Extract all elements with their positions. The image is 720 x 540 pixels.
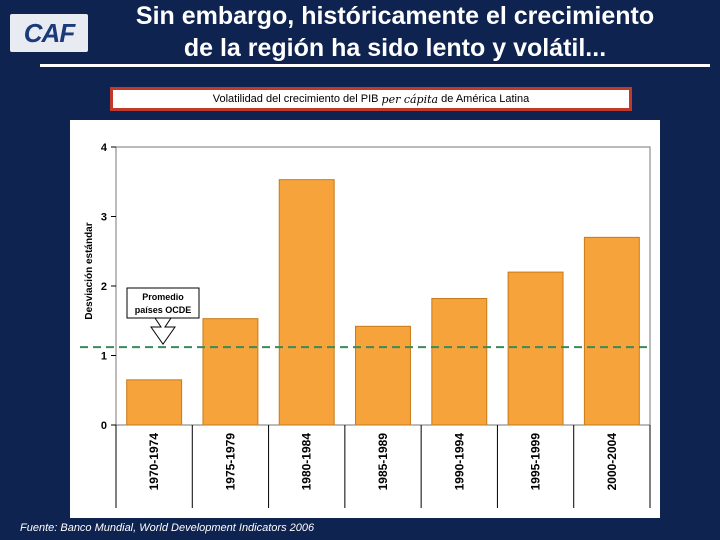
x-tick-label: 1970-1974 xyxy=(147,433,161,491)
y-tick-label: 3 xyxy=(101,212,107,224)
bar xyxy=(583,236,640,426)
bar xyxy=(431,298,488,426)
slide-title: Sin embargo, históricamente el crecimien… xyxy=(95,0,695,64)
bar xyxy=(278,179,335,426)
ocde-callout-box xyxy=(126,287,200,319)
y-tick-label: 1 xyxy=(101,351,107,363)
subtitle-suffix: de América Latina xyxy=(438,93,530,105)
ocde-callout-arrow xyxy=(150,317,176,346)
y-tick-label: 2 xyxy=(101,281,107,293)
bar xyxy=(507,271,564,426)
x-tick-label: 1975-1979 xyxy=(223,433,237,491)
title-line-2: de la región ha sido lento y volátil... xyxy=(183,34,607,62)
bar xyxy=(126,379,183,426)
bar xyxy=(202,318,259,426)
subtitle-prefix: Volatilidad del crecimiento del PIB xyxy=(212,93,382,105)
bar xyxy=(355,325,411,426)
x-tick-label: 1985-1989 xyxy=(376,433,390,491)
title-underline xyxy=(40,64,710,67)
chart-subtitle: Volatilidad del crecimiento del PIB per … xyxy=(110,87,632,111)
y-axis-label: Desviación estándar xyxy=(84,222,95,319)
x-tick-label: 1995-1999 xyxy=(529,433,543,491)
x-tick-label: 1990-1994 xyxy=(452,433,466,491)
ocde-label-line-2: países OCDE xyxy=(135,305,192,315)
y-tick-label: 4 xyxy=(101,142,108,154)
source-note: Fuente: Banco Mundial, World Development… xyxy=(20,522,315,534)
ocde-label-line-1: Promedio xyxy=(142,292,184,302)
caf-logo: CAF xyxy=(10,14,88,52)
subtitle-italic: per cápita xyxy=(381,92,439,106)
x-tick-label: 1980-1984 xyxy=(300,433,314,491)
title-line-1: Sin embargo, históricamente el crecimien… xyxy=(135,2,655,30)
x-tick-label: 2000-2004 xyxy=(605,433,619,491)
y-tick-label: 0 xyxy=(101,420,107,432)
